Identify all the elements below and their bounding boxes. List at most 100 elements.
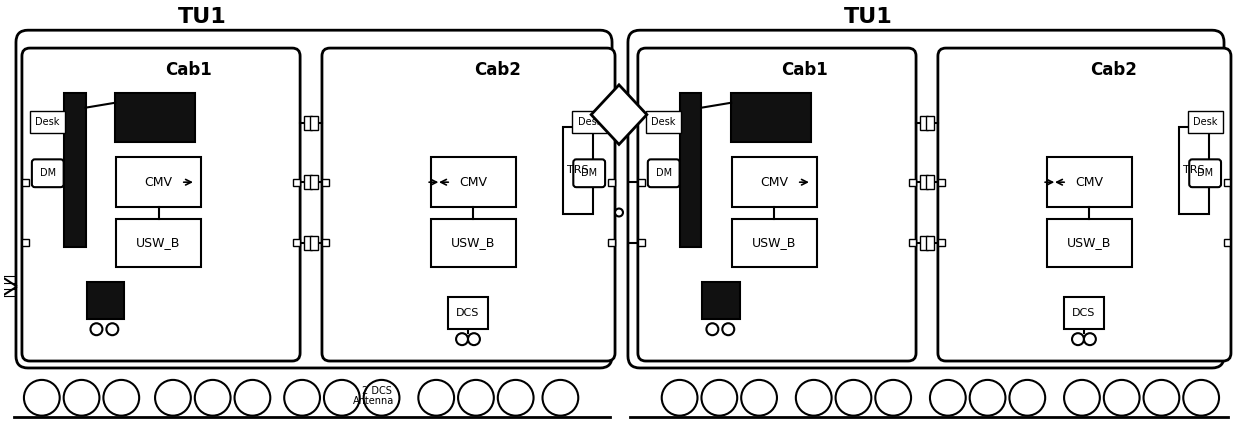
FancyBboxPatch shape [16,30,612,368]
Circle shape [1084,333,1095,345]
Circle shape [364,380,399,416]
Bar [87,282,124,319]
Bar [449,298,488,329]
Bar [1224,239,1230,246]
Text: TRS: TRS [1183,165,1206,175]
Bar [1188,111,1223,133]
Circle shape [323,380,359,416]
Bar [63,93,85,247]
Circle shape [930,380,965,416]
Bar [638,239,646,246]
Text: USW_B: USW_B [451,236,496,249]
Bar [116,157,201,207]
Text: Desk: Desk [1193,117,1218,127]
FancyBboxPatch shape [638,48,916,361]
Bar [30,111,64,133]
Circle shape [701,380,737,416]
Circle shape [1072,333,1084,345]
Bar [938,239,945,246]
Bar [1224,179,1230,186]
Bar [572,111,607,133]
Bar [680,93,701,247]
Circle shape [24,380,59,416]
Bar [22,179,30,186]
Bar [1047,157,1131,207]
Bar [926,236,934,250]
Circle shape [195,380,230,416]
Text: 2 DCS: 2 DCS [362,386,392,396]
Circle shape [706,323,719,335]
Bar [22,239,30,246]
Circle shape [1010,380,1046,416]
Circle shape [970,380,1006,416]
Circle shape [1104,380,1140,416]
Circle shape [103,380,139,416]
Circle shape [458,380,494,416]
Bar [1064,298,1104,329]
Text: DCS: DCS [456,308,479,318]
Text: TRS: TRS [567,165,589,175]
Bar [921,175,928,189]
Circle shape [419,380,453,416]
Text: Desk: Desk [577,117,602,127]
Text: Cab1: Cab1 [166,61,212,79]
Text: Cab2: Cab2 [475,61,522,79]
FancyBboxPatch shape [648,159,680,187]
FancyBboxPatch shape [22,48,300,361]
Circle shape [155,380,191,416]
Text: DCS: DCS [1072,308,1095,318]
Circle shape [1183,380,1219,416]
Circle shape [90,323,103,335]
Circle shape [234,380,270,416]
Bar [926,175,934,189]
Bar [908,179,916,186]
Bar [938,179,945,186]
Text: DM: DM [581,168,597,178]
Circle shape [1064,380,1100,416]
FancyBboxPatch shape [574,159,605,187]
Bar [703,282,740,319]
Text: CMV: CMV [145,176,172,189]
Circle shape [722,323,735,335]
Text: USW_B: USW_B [136,236,181,249]
Polygon shape [591,85,647,145]
Circle shape [543,380,579,416]
FancyBboxPatch shape [1189,159,1220,187]
Text: CMV: CMV [761,176,788,189]
Text: Antenna: Antenna [353,396,394,406]
Bar [921,116,928,130]
Bar [908,239,916,246]
Bar [731,93,810,142]
Circle shape [284,380,320,416]
Bar [116,219,201,267]
Bar [607,239,615,246]
Bar [292,239,300,246]
FancyBboxPatch shape [938,48,1232,361]
Text: CMV: CMV [460,176,487,189]
Circle shape [63,380,99,416]
Circle shape [662,380,698,416]
Bar [322,239,330,246]
Text: DM: DM [40,168,56,178]
Bar [292,179,300,186]
Text: Desk: Desk [35,117,59,127]
Bar [1180,126,1209,214]
FancyBboxPatch shape [32,159,63,187]
Text: TU1: TU1 [844,7,893,27]
Circle shape [107,323,118,335]
Circle shape [456,333,468,345]
Bar [921,236,928,250]
Circle shape [795,380,831,416]
Circle shape [741,380,777,416]
Bar [322,179,330,186]
Circle shape [1144,380,1180,416]
Bar [304,236,312,250]
Bar [564,126,593,214]
Bar [926,116,934,130]
Bar [431,219,515,267]
Bar [115,93,195,142]
Text: USW_B: USW_B [1067,236,1111,249]
Bar [646,111,680,133]
Text: TU1: TU1 [178,7,227,27]
Bar [607,179,615,186]
